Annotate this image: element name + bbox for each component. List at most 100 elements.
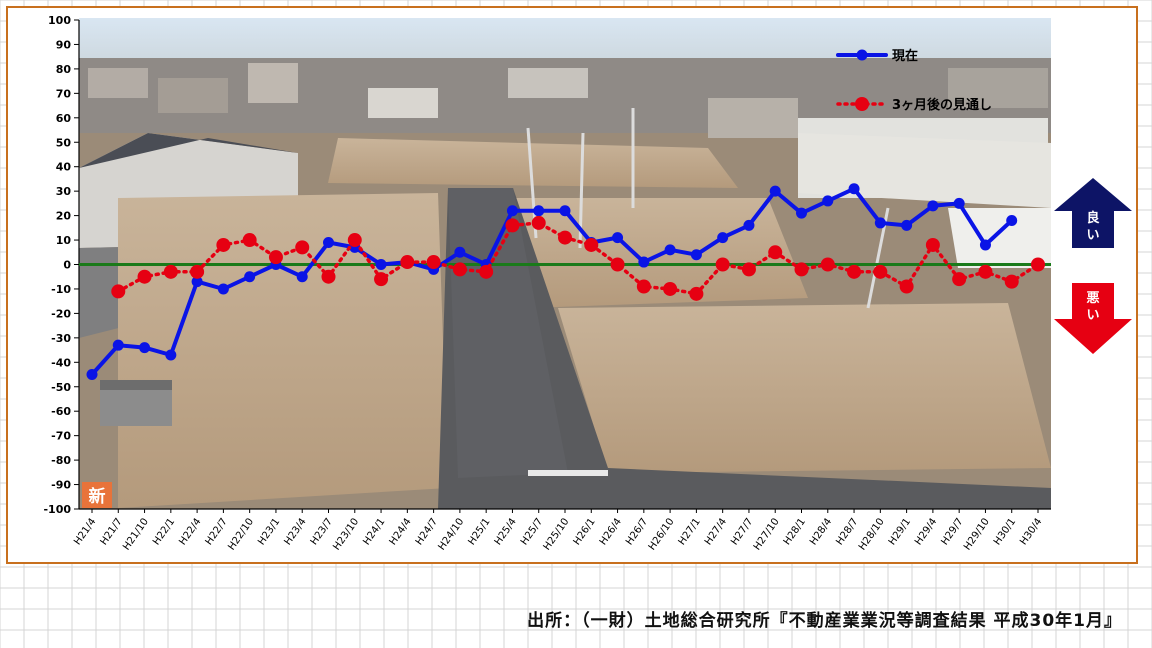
series-current-point: [217, 283, 229, 295]
series-current-point: [612, 232, 624, 244]
series-current-point: [296, 271, 308, 283]
series-current-point: [822, 195, 834, 207]
series-forecast-point: [242, 233, 257, 248]
x-tick-label: H26/4: [598, 516, 624, 547]
x-tick-label: H25/10: [542, 516, 572, 552]
x-tick-label: H29/10: [962, 516, 992, 552]
series-forecast-point: [1004, 274, 1019, 289]
y-tick-label: -30: [51, 332, 71, 345]
x-tick-label: H29/4: [913, 516, 939, 547]
y-tick-label: -70: [51, 430, 71, 443]
series-current-point: [848, 183, 860, 195]
series-current-point: [165, 349, 177, 361]
series-forecast-point: [268, 250, 283, 265]
series-forecast-point: [899, 279, 914, 294]
series-current-point: [690, 249, 702, 261]
bad-arrow-label: 悪い: [1086, 291, 1099, 323]
series-current-point: [664, 244, 676, 256]
x-tick-label: H30/4: [1018, 516, 1044, 547]
y-tick-label: 70: [56, 87, 72, 100]
x-tick-label: H25/1: [466, 516, 492, 547]
good-arrow: [1054, 178, 1132, 248]
x-tick-label: H27/10: [752, 516, 782, 552]
series-forecast-point: [636, 279, 651, 294]
series-forecast-point: [479, 264, 494, 279]
series-current-point: [717, 232, 729, 244]
chart-frame: 新 100 90 80 70 60 50 40 30 20 10 0 -10 -20 -30 -40 -50-…: [6, 6, 1138, 564]
y-tick-label: 20: [56, 210, 72, 223]
series-current-point: [901, 219, 913, 231]
x-tick-label: H28/7: [834, 516, 860, 547]
x-tick-label: H24/1: [361, 516, 387, 547]
new-badge: 新: [82, 482, 112, 508]
y-tick-label: 40: [56, 161, 72, 174]
y-tick-label: 100: [48, 14, 71, 27]
series-forecast-point: [794, 262, 809, 277]
series-forecast-point: [925, 237, 940, 252]
x-tick-label: H22/7: [204, 516, 230, 547]
series-forecast-point: [768, 245, 783, 260]
series-current-point: [323, 236, 334, 248]
series-current-point: [874, 217, 886, 229]
bad-arrow: [1054, 283, 1132, 354]
series-forecast-point: [584, 237, 599, 252]
y-tick-label: -80: [51, 454, 71, 467]
x-tick-label: H29/7: [939, 516, 965, 547]
series-forecast-point: [163, 264, 178, 279]
x-tick-label: H24/10: [436, 516, 466, 552]
series-current-point: [559, 205, 571, 217]
series-current-point: [533, 205, 545, 217]
x-tick-label: H29/1: [887, 516, 913, 547]
x-tick-label: H28/10: [857, 516, 887, 552]
y-tick-label: -10: [51, 283, 71, 296]
x-tick-label: H27/7: [729, 516, 755, 547]
legend-forecast-label: 3ヶ月後の見通し: [892, 97, 992, 113]
series-forecast-point: [216, 237, 231, 252]
series-forecast-point: [505, 218, 520, 233]
y-tick-label: 60: [56, 112, 72, 125]
series-current-point: [506, 205, 518, 217]
series-forecast-point: [610, 257, 625, 272]
x-tick-label: H25/7: [519, 516, 545, 547]
series-forecast-point: [820, 257, 835, 272]
x-tick-label: H25/4: [493, 516, 519, 547]
x-tick-label: H26/10: [647, 516, 677, 552]
series-current-point: [375, 259, 387, 270]
y-tick-label: -90: [51, 479, 71, 492]
good-arrow-label: 良い: [1086, 210, 1099, 243]
series-forecast-point: [978, 264, 993, 279]
y-tick-label: 30: [56, 185, 72, 198]
series-current-point: [638, 256, 650, 268]
legend-forecast-marker: [855, 97, 869, 111]
series-forecast-point: [531, 215, 546, 230]
good-arrow-text: 良い: [1086, 210, 1099, 243]
bad-arrow-text: 悪い: [1086, 291, 1099, 323]
source-caption: 出所：（一財）土地総合研究所『不動産業業況等調査結果 平成30年1月』: [527, 611, 1122, 631]
series-current-point: [191, 276, 203, 288]
x-tick-label: H24/7: [414, 516, 440, 547]
x-tick-label: H27/1: [677, 516, 703, 547]
x-tick-label: H23/7: [309, 516, 335, 547]
series-forecast-point: [374, 272, 389, 287]
x-tick-label: H21/10: [121, 516, 151, 552]
series-forecast-point: [952, 272, 967, 287]
series-current-point: [743, 219, 755, 231]
series-forecast: [111, 215, 1045, 301]
series-forecast-point: [426, 255, 441, 270]
series-current-point: [927, 200, 939, 212]
legend-current-marker: [856, 49, 868, 61]
x-tick-label: H21/7: [99, 516, 125, 547]
y-tick-label: 50: [56, 136, 72, 149]
x-tick-label: H23/4: [282, 516, 308, 547]
series-current-point: [796, 207, 807, 219]
series-forecast-point: [1031, 257, 1045, 272]
series-forecast-point: [111, 284, 126, 299]
series-forecast-point: [321, 269, 336, 284]
y-tick-label: 80: [56, 63, 72, 76]
x-tick-label: H30/1: [992, 516, 1018, 547]
y-tick-label: 0: [63, 259, 71, 272]
x-tick-label: H22/1: [151, 516, 177, 547]
series-forecast-point: [715, 257, 730, 272]
y-tick-label: 10: [56, 234, 72, 247]
y-tick-label: -60: [51, 405, 71, 418]
